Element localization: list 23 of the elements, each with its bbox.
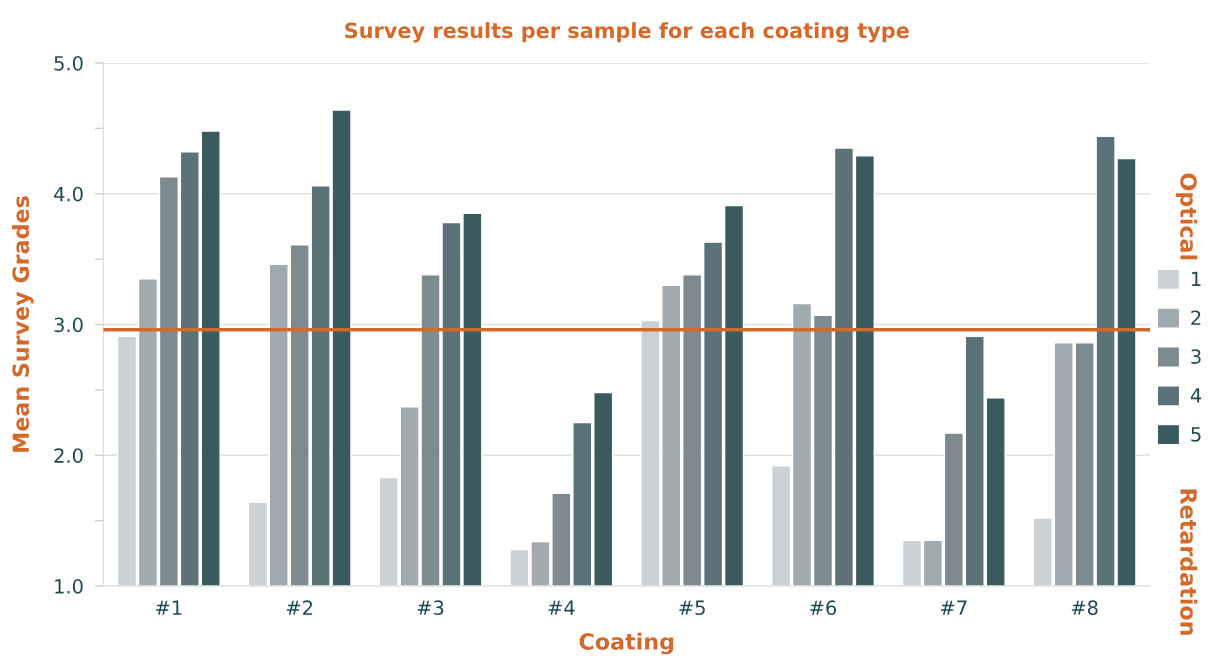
y-tick-label: 1.0 bbox=[55, 579, 83, 594]
x-tick-label: #1 bbox=[156, 600, 182, 615]
x-axis-title: Coating bbox=[579, 632, 674, 655]
x-tick-label: #7 bbox=[940, 600, 967, 615]
x-tick-label: #5 bbox=[679, 600, 705, 616]
chart-title: Survey results per sample for each coating type bbox=[345, 22, 909, 43]
y-axis-title: Mean Survey Grades bbox=[11, 196, 34, 452]
x-tick-label: #4 bbox=[548, 600, 575, 615]
y-tick-label: 5.0 bbox=[54, 55, 83, 71]
y-tick-label: 3.0 bbox=[54, 317, 83, 333]
legend-label: 3 bbox=[1191, 349, 1201, 364]
x-tick-label: #3 bbox=[417, 600, 444, 616]
y-tick-label: 2.0 bbox=[54, 448, 83, 463]
text: Retardation bbox=[1180, 489, 1198, 635]
legend-label: 5 bbox=[1191, 427, 1201, 442]
x-tick-label: #8 bbox=[1071, 600, 1098, 616]
legend-label: 1 bbox=[1192, 271, 1201, 286]
legend-label: 4 bbox=[1190, 388, 1202, 403]
x-tick-label: #2 bbox=[286, 600, 313, 615]
legend-label: 2 bbox=[1191, 310, 1201, 325]
y-tick-label: 4.0 bbox=[54, 186, 83, 202]
text: Optical bbox=[1175, 173, 1198, 260]
x-tick-label: #6 bbox=[810, 600, 837, 616]
